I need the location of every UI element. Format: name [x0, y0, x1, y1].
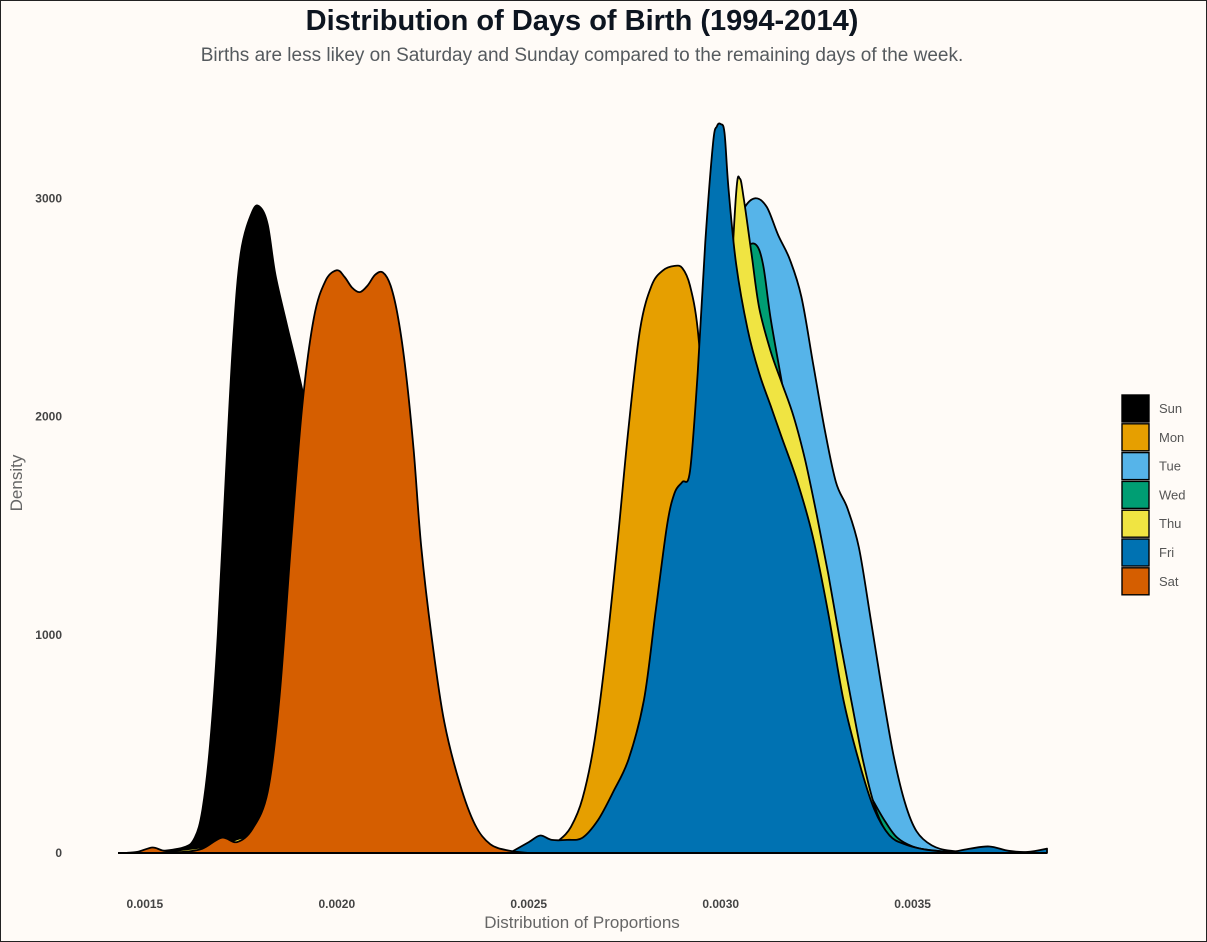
legend-swatch-mon — [1121, 423, 1150, 452]
y-axis: 0 1000 2000 3000 — [35, 191, 62, 860]
legend-label-sat: Sat — [1159, 574, 1179, 589]
chart-title: Distribution of Days of Birth (1994-2014… — [306, 5, 859, 37]
x-tick-label: 0.0020 — [318, 897, 355, 911]
plot-area — [118, 122, 1048, 854]
chart-subtitle: Births are less likey on Saturday and Su… — [201, 45, 964, 66]
y-tick-label: 2000 — [35, 410, 62, 424]
density-area-fri — [508, 122, 1048, 854]
y-tick-label: 0 — [55, 846, 62, 860]
legend-swatch-tue — [1121, 451, 1150, 481]
x-axis-title: Distribution of Proportions — [484, 913, 680, 932]
legend-swatch-sun — [1121, 394, 1150, 423]
legend-label-wed: Wed — [1159, 487, 1186, 502]
legend-label-thu: Thu — [1159, 516, 1181, 531]
legend-label-tue: Tue — [1159, 459, 1181, 474]
density-area-sat — [120, 269, 530, 854]
x-axis: 0.0015 0.0020 0.0025 0.0030 0.0035 — [127, 897, 932, 911]
y-axis-title: Density — [7, 454, 26, 511]
legend-swatch-wed — [1121, 480, 1150, 510]
y-tick-label: 1000 — [35, 628, 62, 642]
x-tick-label: 0.0035 — [894, 897, 931, 911]
x-tick-label: 0.0030 — [702, 897, 739, 911]
y-tick-label: 3000 — [35, 191, 62, 205]
legend: Sun Mon Tue Wed Thu Fri Sat — [1121, 394, 1186, 596]
legend-swatch-sat — [1121, 567, 1150, 596]
legend-label-fri: Fri — [1159, 545, 1174, 560]
legend-label-sun: Sun — [1159, 401, 1182, 416]
x-tick-label: 0.0015 — [127, 897, 164, 911]
legend-swatch-thu — [1121, 509, 1150, 538]
legend-swatch-fri — [1121, 538, 1150, 567]
x-tick-label: 0.0025 — [510, 897, 547, 911]
legend-label-mon: Mon — [1159, 430, 1184, 445]
